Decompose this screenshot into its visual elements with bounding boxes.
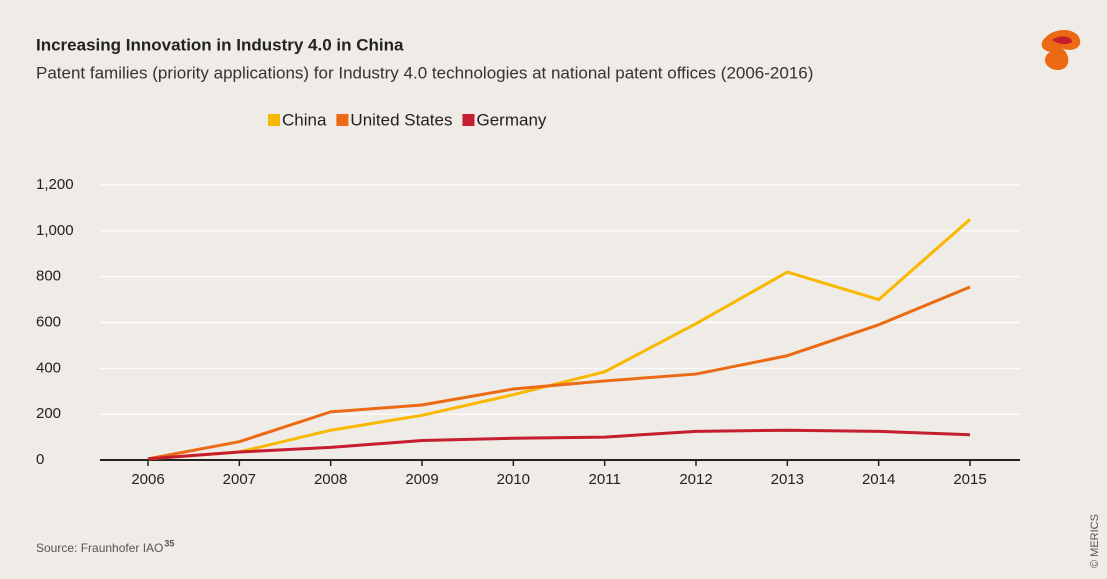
source-note: 35 (164, 538, 174, 548)
chart-title: Increasing Innovation in Industry 4.0 in… (36, 35, 404, 54)
line-series (147, 428, 971, 461)
y-tick-label: 400 (36, 359, 61, 376)
source: Source: Fraunhofer IAO (36, 541, 163, 555)
logo (1041, 29, 1081, 70)
logo-shape (1052, 36, 1072, 45)
legend-swatch (268, 114, 280, 126)
legend-swatch (462, 114, 475, 126)
y-tick-label: 200 (36, 405, 61, 422)
y-tick-label: 1,000 (36, 222, 74, 239)
x-tick-label: 2014 (862, 471, 895, 488)
chart-subtitle: Patent families (priority applications) … (36, 63, 813, 82)
x-tick-label: 2013 (771, 471, 804, 488)
y-tick-label: 800 (36, 268, 61, 285)
y-tick-label: 1,200 (36, 176, 74, 193)
legend-label: Germany (476, 110, 546, 129)
y-tick-label: 0 (36, 451, 44, 468)
x-tick-label: 2010 (497, 471, 530, 488)
legend-label: United States (350, 110, 452, 129)
x-tick-label: 2008 (314, 471, 347, 488)
x-tick-label: 2007 (223, 471, 256, 488)
credit: © MERICS (1089, 514, 1101, 568)
x-tick-label: 2006 (131, 471, 164, 488)
x-tick-label: 2012 (679, 471, 712, 488)
legend-label: China (282, 110, 327, 129)
x-tick-label: 2009 (405, 471, 438, 488)
y-tick-label: 600 (36, 313, 61, 330)
legend-swatch (336, 114, 349, 126)
x-tick-label: 2011 (589, 471, 621, 488)
line-series (147, 218, 971, 461)
line-series (147, 285, 971, 461)
x-tick-label: 2015 (953, 471, 986, 488)
